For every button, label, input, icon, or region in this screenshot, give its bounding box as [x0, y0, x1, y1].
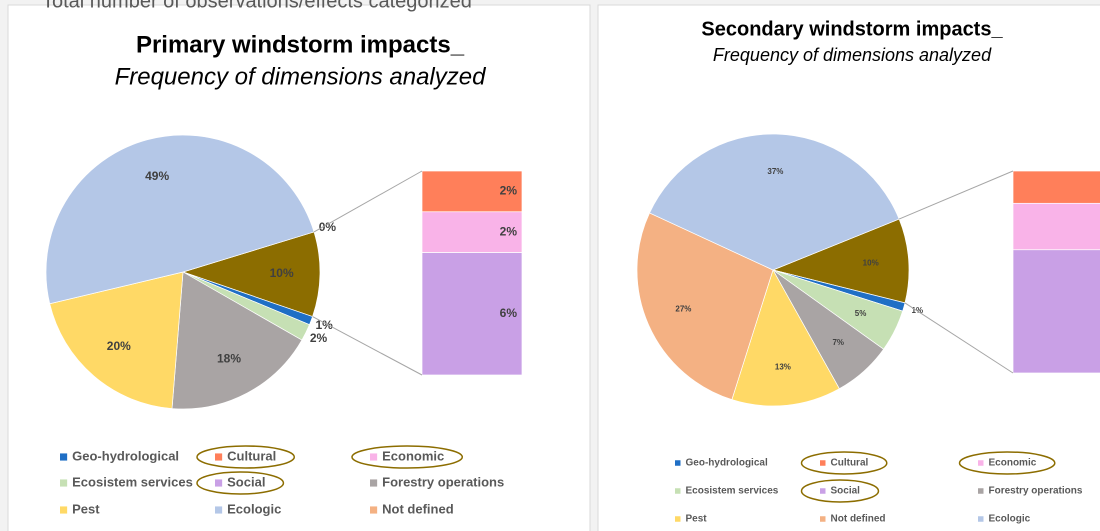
- legend-swatch: [820, 516, 826, 522]
- slice-label: 2%: [310, 331, 328, 345]
- legend-swatch: [215, 453, 223, 461]
- legend-swatch: [820, 488, 826, 494]
- legend-label: Not defined: [382, 501, 454, 516]
- legend-label: Ecologic: [227, 501, 281, 516]
- legend-swatch: [675, 460, 681, 466]
- legend-swatch: [215, 506, 223, 514]
- slice-label: 27%: [675, 305, 691, 314]
- legend-swatch: [978, 460, 984, 466]
- legend-swatch: [370, 479, 378, 487]
- legend-swatch: [978, 488, 984, 494]
- legend-label: Economic: [382, 448, 444, 463]
- connector-line: [898, 170, 1014, 220]
- slice-label: 37%: [767, 167, 783, 176]
- slice-label: 1%: [315, 318, 333, 332]
- slice-label: 10%: [863, 258, 879, 267]
- legend-label: Ecologic: [989, 514, 1031, 525]
- legend-swatch: [675, 488, 681, 494]
- pie-slice: [171, 271, 303, 410]
- legend-swatch: [675, 516, 681, 522]
- legend-highlight: [196, 445, 296, 469]
- legend-label: Ecosistem services: [686, 486, 779, 497]
- connector-line: [313, 170, 423, 233]
- slice-label: 18%: [217, 351, 241, 365]
- legend-label: Cultural: [227, 448, 276, 463]
- legend-label: Social: [227, 474, 265, 489]
- legend-swatch: [370, 506, 378, 514]
- slice-label: 49%: [145, 169, 169, 183]
- bar-label: 2%: [500, 224, 518, 238]
- pie-slice: [649, 133, 900, 271]
- legend-highlight: [800, 479, 880, 503]
- legend-label: Geo-hydrological: [72, 448, 179, 463]
- bar-label: 2%: [500, 184, 518, 198]
- chart-subtitle: Frequency of dimensions analyzed: [115, 63, 487, 90]
- header-text: Total number of observations/effects cat…: [42, 0, 472, 12]
- legend-swatch: [978, 516, 984, 522]
- pie-slice: [49, 271, 184, 409]
- chart-subtitle: Frequency of dimensions analyzed: [713, 45, 992, 65]
- slice-label: 13%: [775, 363, 791, 372]
- legend-label: Economic: [989, 458, 1037, 469]
- slice-label: 10%: [270, 266, 294, 280]
- slice-label: 7%: [832, 338, 844, 347]
- pie-slice: [45, 134, 315, 305]
- legend-label: Forestry operations: [989, 486, 1083, 497]
- bar-segment: [1012, 170, 1100, 204]
- legend-swatch: [60, 479, 68, 487]
- connector-line: [904, 302, 1014, 374]
- legend-label: Pest: [72, 501, 100, 516]
- bar-segment: [421, 252, 523, 376]
- legend-highlight: [800, 451, 888, 475]
- pie-slice: [771, 218, 910, 304]
- pie-slice: [731, 269, 840, 407]
- chart-title: Secondary windstorm impacts_: [701, 18, 1003, 40]
- bar-segment: [1012, 249, 1100, 374]
- bar-segment: [421, 170, 523, 213]
- legend-label: Forestry operations: [382, 474, 504, 489]
- legend-label: Ecosistem services: [72, 474, 193, 489]
- slice-label: 5%: [855, 309, 867, 318]
- legend-swatch: [370, 453, 378, 461]
- legend-label: Geo-hydrological: [686, 458, 768, 469]
- legend-label: Not defined: [831, 514, 886, 525]
- bar-segment: [1012, 202, 1100, 251]
- legend-swatch: [820, 460, 826, 466]
- legend-swatch: [60, 506, 68, 514]
- pie-slice: [181, 231, 321, 318]
- legend-highlight: [958, 451, 1056, 475]
- bar-label: 6%: [500, 306, 518, 320]
- legend-label: Pest: [686, 514, 708, 525]
- legend-highlight: [351, 445, 464, 469]
- connector-line: [312, 316, 423, 376]
- legend-swatch: [215, 479, 223, 487]
- chart-title: Primary windstorm impacts_: [136, 31, 465, 58]
- slice-label: 20%: [107, 339, 131, 353]
- legend-swatch: [60, 453, 68, 461]
- legend-highlight: [196, 471, 285, 495]
- slice-label: 0%: [319, 220, 337, 234]
- pie-slice: [636, 212, 774, 401]
- legend-label: Cultural: [831, 458, 869, 469]
- legend-label: Social: [831, 486, 861, 497]
- bar-segment: [421, 211, 523, 253]
